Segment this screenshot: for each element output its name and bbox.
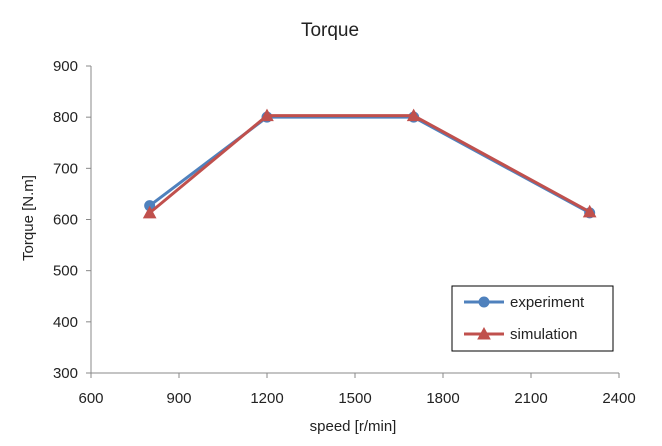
x-tick-label: 2100 xyxy=(514,390,547,407)
legend: experiment simulation xyxy=(451,285,614,352)
x-axis-ticks: 600 900 1200 1500 1800 2100 2400 xyxy=(78,373,636,407)
legend-swatch-marker xyxy=(478,296,490,308)
y-axis-ticks: 300 400 500 600 700 800 900 xyxy=(53,58,91,382)
x-tick-label: 600 xyxy=(78,390,103,407)
simulation-line xyxy=(148,114,591,215)
chart-title: Torque xyxy=(301,20,359,41)
legend-items: experiment simulation xyxy=(464,294,585,343)
simulation-point xyxy=(142,205,157,219)
x-tick-label: 1200 xyxy=(250,390,283,407)
x-tick-label: 1800 xyxy=(426,390,459,407)
legend-swatch-marker xyxy=(477,326,491,340)
y-tick-label: 500 xyxy=(53,263,78,280)
y-tick-label: 400 xyxy=(53,314,78,331)
y-tick-label: 700 xyxy=(53,160,78,177)
simulation-point xyxy=(582,204,597,218)
series-simulation xyxy=(142,108,597,219)
y-tick-label: 800 xyxy=(53,109,78,126)
y-tick-label: 600 xyxy=(53,212,78,229)
y-tick-label: 300 xyxy=(53,365,78,382)
legend-item-experiment: experiment xyxy=(464,294,585,311)
simulation-point xyxy=(260,108,274,122)
y-tick-label: 900 xyxy=(53,58,78,75)
y-axis-title: Torque [N.m] xyxy=(20,175,37,261)
simulation-point xyxy=(406,108,421,122)
legend-label: experiment xyxy=(510,294,585,311)
series-experiment xyxy=(144,111,596,219)
legend-item-simulation: simulation xyxy=(464,326,578,343)
x-tick-label: 1500 xyxy=(338,390,371,407)
x-axis-title: speed [r/min] xyxy=(310,418,397,435)
experiment-line xyxy=(148,115,591,215)
x-tick-label: 2400 xyxy=(602,390,635,407)
series-layer xyxy=(142,108,597,219)
legend-label: simulation xyxy=(510,326,578,343)
x-tick-label: 900 xyxy=(166,390,191,407)
legend-box xyxy=(451,285,614,352)
